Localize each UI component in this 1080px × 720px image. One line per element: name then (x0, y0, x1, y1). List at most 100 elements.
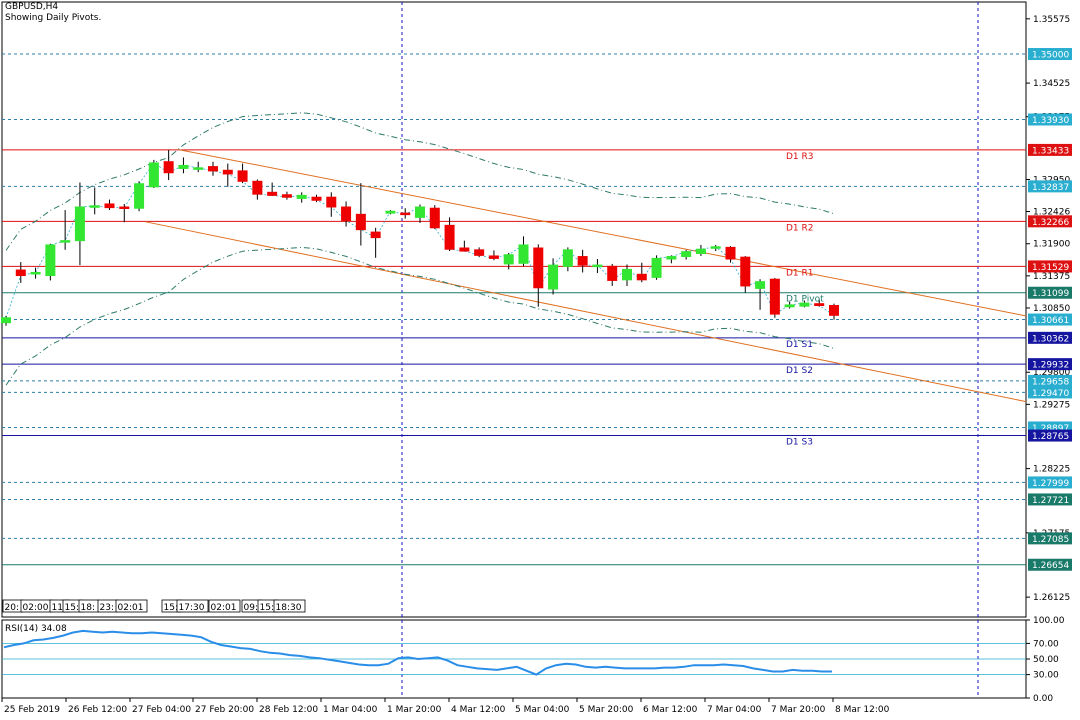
price-marker-label: 1.27721 (1032, 496, 1069, 506)
time-label: 5 Mar 20:00 (579, 705, 634, 715)
candle (193, 161, 204, 173)
candle-body (163, 161, 174, 174)
candle-body (400, 212, 411, 216)
candle (60, 210, 71, 250)
price-marker-label: 1.29932 (1032, 361, 1069, 371)
candle-body (710, 246, 721, 249)
candle-body (15, 269, 26, 277)
candle-body (429, 207, 440, 229)
candle-body (592, 264, 603, 268)
candle (562, 247, 573, 272)
time-label: 26 Feb 12:00 (68, 705, 127, 715)
pivot-label: D1 S2 (786, 366, 813, 376)
candle-body (799, 302, 810, 307)
candle (400, 208, 411, 219)
price-marker (1028, 180, 1072, 193)
candle (208, 161, 218, 176)
candle-body (222, 169, 233, 175)
candle-body (60, 240, 71, 243)
candle (799, 300, 810, 308)
price-marker-label: 1.30362 (1032, 334, 1069, 344)
price-marker-label: 1.32837 (1032, 183, 1069, 193)
price-marker-label: 1.27085 (1032, 535, 1069, 545)
candle (429, 205, 440, 230)
price-tick-label: 1.31375 (1033, 272, 1070, 282)
candle (163, 150, 174, 181)
candle (341, 201, 352, 227)
time-label: 7 Mar 04:00 (707, 705, 762, 715)
price-tick-label: 1.34525 (1033, 79, 1070, 89)
candle (474, 247, 485, 258)
candle (1, 315, 11, 326)
candle (651, 255, 662, 280)
candle-body (385, 210, 396, 214)
candle (607, 263, 618, 286)
pivot-label: D1 R3 (786, 152, 814, 162)
candle-body (474, 249, 485, 256)
session-label: 11: (52, 603, 66, 613)
candle-body (740, 256, 751, 287)
price-tick-label: 1.28225 (1033, 465, 1070, 475)
time-label: 4 Mar 12:00 (451, 705, 506, 715)
session-label: 15: (260, 603, 274, 613)
price-tick-label: 1.32426 (1033, 208, 1070, 218)
trend-channel-line (177, 148, 1027, 317)
time-label: 27 Feb 20:00 (195, 705, 254, 715)
candle-body (45, 244, 56, 277)
price-marker-label: 1.31099 (1032, 289, 1069, 299)
candle (533, 244, 544, 307)
price-marker (1028, 313, 1072, 326)
candle-body (104, 203, 115, 209)
price-marker (1028, 113, 1072, 126)
candle-body (326, 196, 337, 208)
time-label: 8 Mar 12:00 (835, 705, 890, 715)
candle-body (119, 206, 130, 209)
candle-body (296, 194, 307, 199)
price-marker-label: 1.26654 (1032, 561, 1069, 571)
time-label: 5 Mar 04:00 (515, 705, 570, 715)
session-label: 02:01 (118, 603, 144, 613)
session-label: 15: (65, 603, 79, 613)
candle (326, 192, 337, 217)
price-marker (1028, 493, 1072, 506)
candle-body (814, 303, 825, 307)
rsi-tick-label: 30.00 (1033, 671, 1059, 681)
candle (681, 249, 692, 260)
candle-body (666, 256, 677, 260)
candle-body (193, 167, 204, 170)
candle-body (533, 247, 544, 289)
candle-body (829, 305, 839, 316)
pivot-label: D1 S3 (786, 438, 813, 448)
price-marker (1028, 48, 1072, 61)
candle-body (252, 180, 263, 195)
candle (548, 258, 559, 295)
price-marker-label: 1.28897 (1032, 424, 1069, 434)
price-marker (1028, 358, 1072, 371)
candle (281, 191, 292, 200)
candle (415, 204, 425, 223)
session-box (115, 599, 148, 613)
session-box (176, 599, 209, 613)
price-marker (1028, 386, 1072, 399)
candle-body (89, 205, 100, 208)
candle-body (370, 231, 381, 239)
session-label: 17:30 (179, 603, 205, 613)
candle (503, 252, 514, 270)
candle-body (518, 244, 529, 264)
candle (311, 194, 322, 203)
candle-body (548, 264, 559, 290)
candle-body (178, 164, 189, 169)
candle-body (755, 281, 766, 289)
candle-body (488, 255, 499, 259)
candle (829, 303, 839, 320)
candle (296, 192, 307, 203)
candle-body (651, 257, 662, 278)
candle-body (208, 166, 218, 172)
candle (119, 203, 130, 223)
price-marker (1028, 374, 1072, 387)
pivot-label: D1 R2 (786, 223, 814, 233)
price-marker (1028, 286, 1072, 299)
price-tick-label: 1.31900 (1033, 240, 1070, 250)
session-label: 18: (81, 603, 95, 613)
